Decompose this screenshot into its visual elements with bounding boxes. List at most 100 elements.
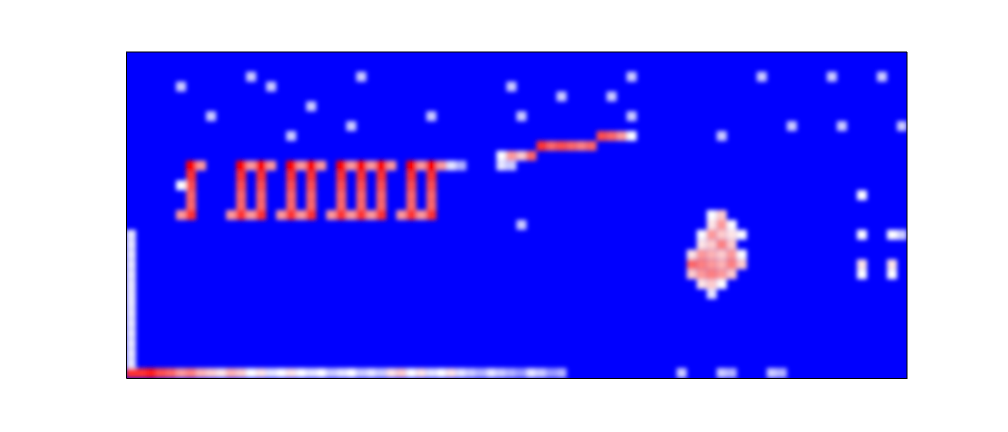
cell xyxy=(256,200,266,210)
cell xyxy=(236,200,246,210)
cell xyxy=(336,190,346,200)
axis-line xyxy=(127,378,908,379)
cell xyxy=(697,269,707,279)
cell xyxy=(166,368,176,378)
cell xyxy=(426,171,436,181)
cell xyxy=(336,180,346,190)
cell xyxy=(506,151,516,161)
cell xyxy=(406,368,416,378)
cell xyxy=(486,368,496,378)
cell xyxy=(496,368,506,378)
cell xyxy=(246,368,256,378)
cell xyxy=(567,141,577,151)
cell xyxy=(236,190,246,200)
cell xyxy=(897,230,907,240)
cell xyxy=(557,92,567,102)
cell xyxy=(727,368,737,378)
frame-right xyxy=(907,52,908,378)
cell xyxy=(376,368,386,378)
cell xyxy=(126,309,136,319)
cell xyxy=(366,161,376,171)
cell xyxy=(627,72,637,82)
cell xyxy=(126,259,136,269)
cell xyxy=(356,180,366,190)
cell xyxy=(186,368,196,378)
cell xyxy=(176,210,186,220)
cell xyxy=(386,368,396,378)
background xyxy=(126,52,907,378)
cell xyxy=(306,101,316,111)
cell xyxy=(426,111,436,121)
cell xyxy=(206,368,216,378)
cell xyxy=(597,131,607,141)
cell xyxy=(356,161,366,171)
cell xyxy=(717,210,727,220)
cell xyxy=(286,190,296,200)
cell xyxy=(717,368,727,378)
cell xyxy=(426,190,436,200)
cell xyxy=(306,161,316,171)
cell xyxy=(406,200,416,210)
cell xyxy=(236,210,246,220)
cell xyxy=(587,141,597,151)
cell xyxy=(356,190,366,200)
cell xyxy=(316,161,326,171)
cell xyxy=(366,368,376,378)
cell xyxy=(256,180,266,190)
cell xyxy=(677,368,687,378)
cell xyxy=(296,161,306,171)
cell xyxy=(767,368,777,378)
cell xyxy=(366,210,376,220)
cell xyxy=(376,161,386,171)
cell xyxy=(256,171,266,181)
cell xyxy=(547,368,557,378)
cell xyxy=(857,259,867,269)
cell xyxy=(286,161,296,171)
cell xyxy=(456,161,466,171)
cell xyxy=(446,161,456,171)
plot-area xyxy=(126,52,908,379)
cell xyxy=(186,171,196,181)
cell xyxy=(216,368,226,378)
cell xyxy=(697,250,707,260)
cell xyxy=(727,240,737,250)
cell xyxy=(336,171,346,181)
cell xyxy=(396,210,406,220)
cell xyxy=(827,72,837,82)
cell xyxy=(246,210,256,220)
cell xyxy=(707,279,717,289)
cell xyxy=(126,250,136,260)
cell xyxy=(336,368,346,378)
cell xyxy=(707,259,717,269)
cell xyxy=(226,368,236,378)
cell xyxy=(386,161,396,171)
cell xyxy=(887,269,897,279)
cell xyxy=(286,210,296,220)
cell xyxy=(707,269,717,279)
cell xyxy=(266,82,276,92)
cell xyxy=(276,368,286,378)
cell xyxy=(436,161,446,171)
cell xyxy=(737,250,747,260)
cell xyxy=(897,121,907,131)
cell xyxy=(687,269,697,279)
cell xyxy=(376,171,386,181)
cell xyxy=(537,141,547,151)
cell xyxy=(356,368,366,378)
cell xyxy=(416,161,426,171)
cell xyxy=(737,259,747,269)
axis-line xyxy=(126,53,127,379)
cell xyxy=(316,368,326,378)
cell xyxy=(286,131,296,141)
cell xyxy=(877,72,887,82)
cell xyxy=(496,161,506,171)
cell xyxy=(126,289,136,299)
cell xyxy=(346,210,356,220)
cell xyxy=(426,200,436,210)
cell xyxy=(426,180,436,190)
cell xyxy=(246,161,256,171)
frame-top xyxy=(126,52,907,53)
cell xyxy=(306,210,316,220)
cell xyxy=(336,200,346,210)
cell xyxy=(346,368,356,378)
